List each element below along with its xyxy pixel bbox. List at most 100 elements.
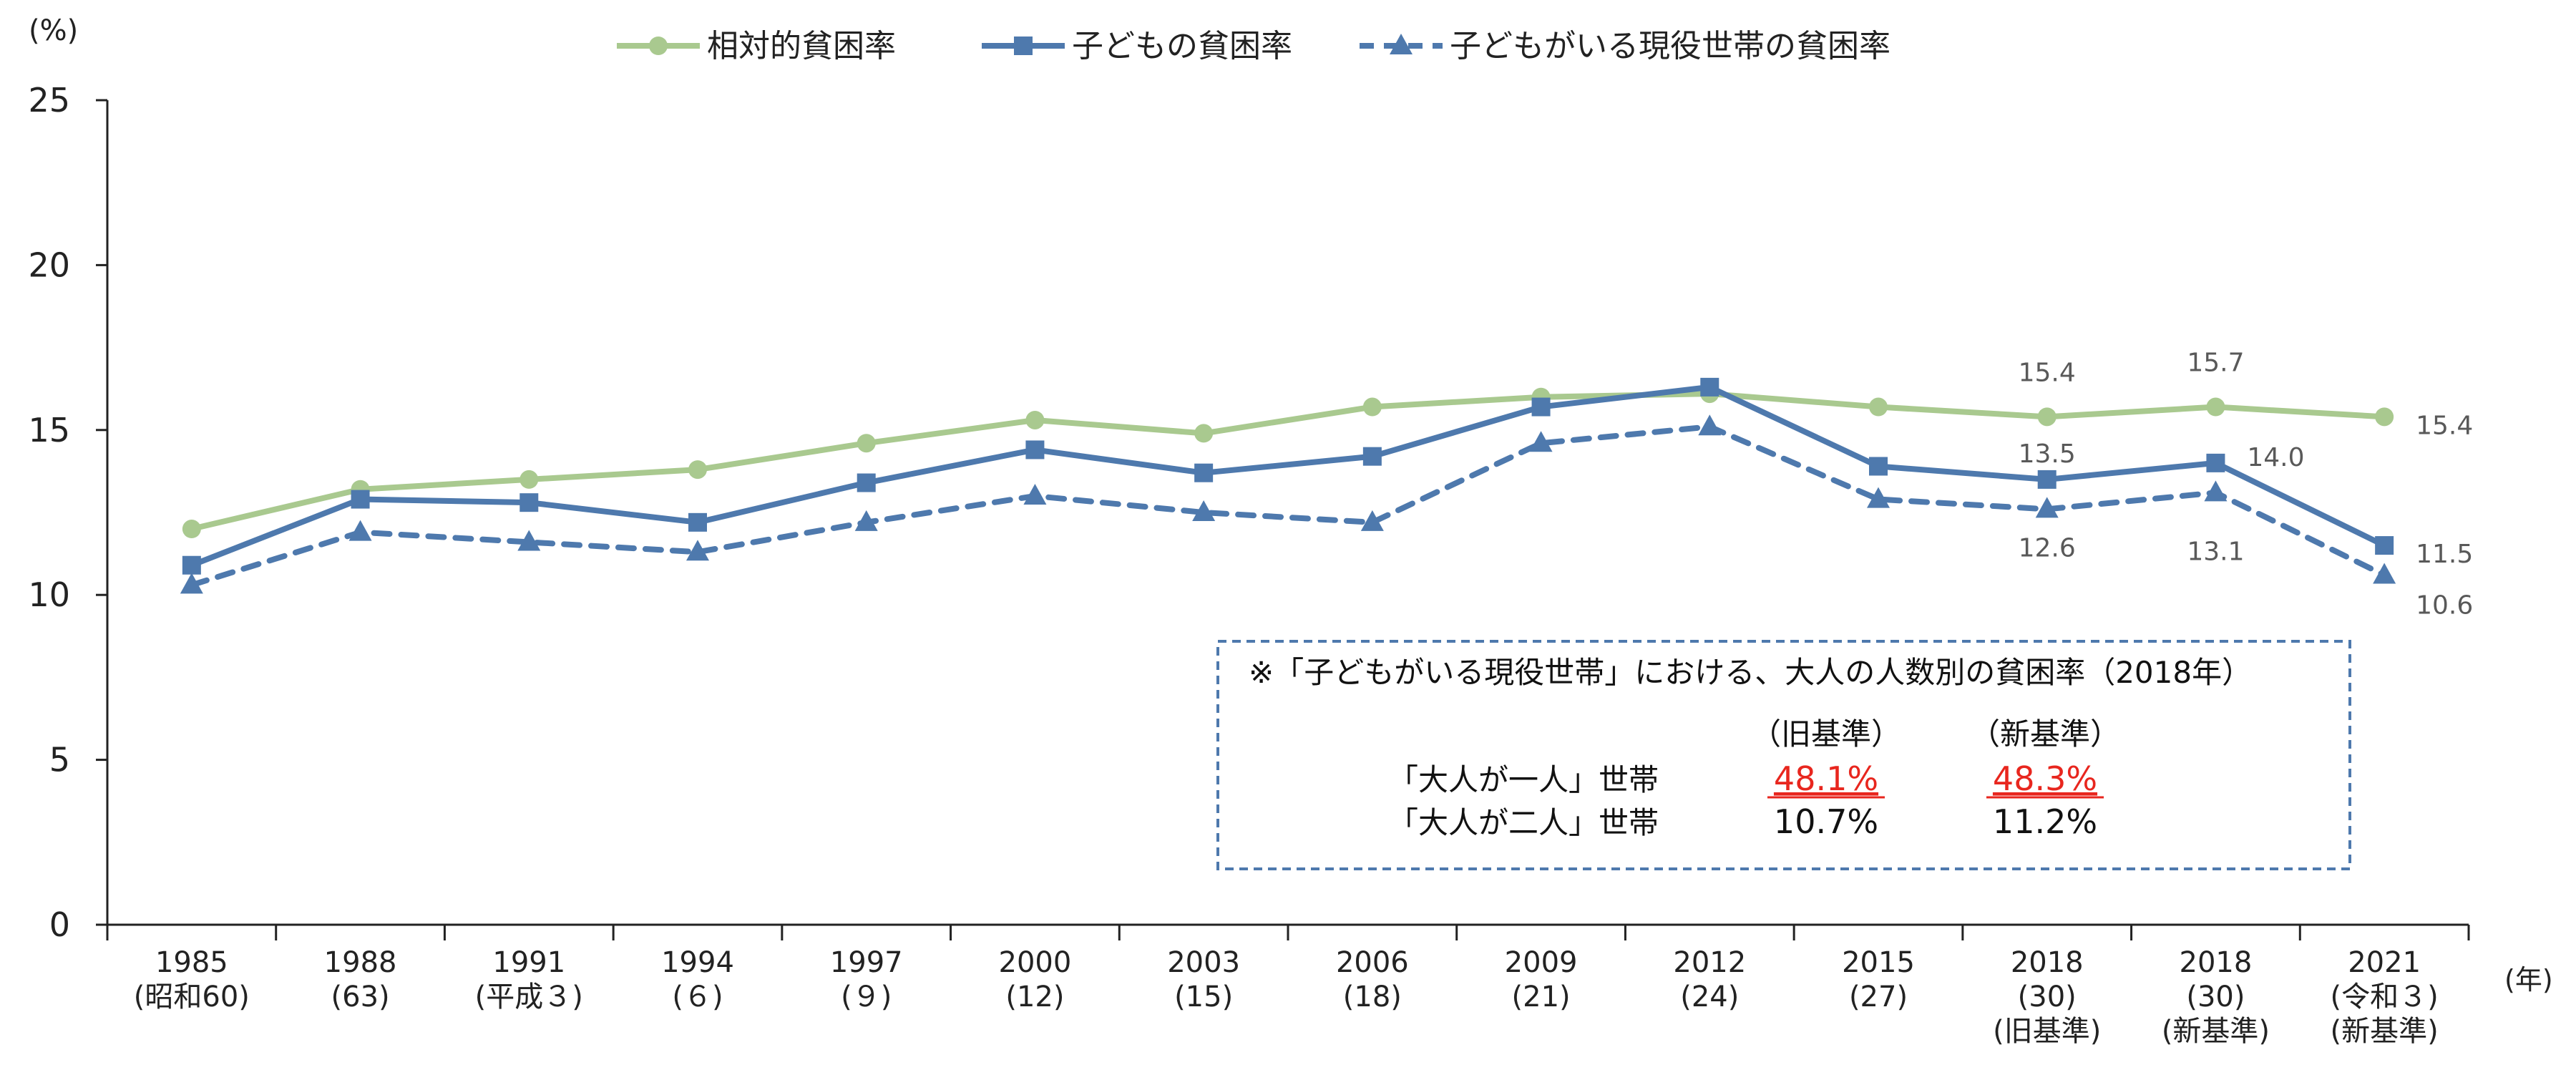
data-point [2037, 407, 2057, 427]
x-tick-label-era: (27) [1849, 981, 1908, 1013]
data-point [688, 512, 707, 532]
x-tick-label-note: (新基準) [2331, 1015, 2439, 1048]
legend-label: 相対的貧困率 [707, 28, 896, 64]
data-point [2206, 453, 2225, 472]
x-tick-label-era: (６) [672, 981, 723, 1013]
legend: 相対的貧困率 子どもの貧困率 子どもがいる現役世帯の貧困率 [617, 28, 1890, 64]
x-tick-label-era: (24) [1680, 981, 1739, 1013]
legend-item-2: 子どもの貧困率 [982, 28, 1292, 64]
series-2: 13.5 14.0 11.5 [182, 377, 2473, 575]
x-tick-label-year: 2000 [999, 946, 1072, 979]
legend-label: 子どもの貧困率 [1072, 28, 1292, 64]
y-tick-label: 15 [28, 411, 70, 449]
data-point [1362, 447, 1382, 466]
x-tick-label-note: (旧基準) [1993, 1015, 2101, 1048]
data-point [1531, 397, 1551, 417]
data-point [1698, 414, 1722, 436]
data-label: 13.5 [2019, 439, 2076, 469]
data-point [1867, 487, 1890, 508]
x-axis-unit-label: (年) [2504, 964, 2553, 996]
x-tick-label-year: 2012 [1673, 946, 1746, 979]
x-tick-label-era: (63) [331, 981, 390, 1013]
data-point [2373, 563, 2396, 584]
note-row2-new-value: 11.2% [1993, 802, 2097, 841]
data-point [857, 473, 876, 492]
y-tick-label: 5 [49, 741, 70, 779]
data-point [686, 540, 709, 561]
series-line [188, 391, 2388, 532]
note-box-border [1216, 640, 2351, 870]
x-tick-label-year: 1997 [830, 946, 903, 979]
x-tick-label-era: (令和３) [2331, 981, 2439, 1013]
note-row1-old-value: 48.1% [1774, 759, 1878, 798]
data-point [519, 493, 539, 512]
data-point [1194, 463, 1214, 482]
data-point [2204, 480, 2228, 502]
data-label: 13.1 [2187, 537, 2244, 566]
data-label: 14.0 [2247, 443, 2304, 472]
series-3: 12.6 13.1 10.6 [180, 414, 2473, 621]
legend-item-1: 相対的貧困率 [617, 28, 896, 64]
data-point [2375, 407, 2394, 427]
data-point [351, 490, 370, 509]
note-row2-old-value: 10.7% [1774, 802, 1878, 841]
x-tick-label-era: (18) [1343, 981, 1402, 1013]
data-point [1360, 510, 1384, 531]
x-tick-label-era: (昭和60) [134, 981, 250, 1013]
x-tick-label-year: 1994 [661, 946, 734, 979]
data-point [2375, 536, 2394, 555]
x-tick-label-era: (９) [841, 981, 892, 1013]
series-layer: 15.4 15.7 15.4 13.5 14.0 11.5 12.6 13.1 10.6 [180, 349, 2473, 621]
data-point [1529, 431, 1553, 452]
data-label: 10.6 [2416, 591, 2473, 621]
note-col-new-header: （新基準） [1970, 716, 2120, 752]
data-point [348, 520, 372, 541]
y-tick-label: 0 [49, 905, 70, 944]
x-tick-label-year: 1988 [324, 946, 397, 979]
data-point [180, 573, 203, 594]
x-tick-label-year: 1991 [492, 946, 565, 979]
x-tick-label-year: 2018 [2180, 946, 2253, 979]
data-point [1869, 397, 1888, 417]
data-label: 11.5 [2416, 540, 2473, 569]
data-point [857, 434, 876, 453]
data-point [1023, 483, 1047, 505]
data-label: 15.4 [2416, 411, 2473, 440]
data-point [2037, 470, 2057, 489]
x-tick-label-year: 2003 [1167, 946, 1240, 979]
data-point [688, 460, 707, 480]
legend-label: 子どもがいる現役世帯の貧困率 [1450, 28, 1890, 64]
note-col-old-header: （旧基準） [1751, 716, 1901, 752]
data-point [182, 520, 201, 539]
x-tick-label-year: 1985 [155, 946, 228, 979]
axes: 0 5 10 15 20 25 1985(昭和60) 1988(63) 1991(平成３) 199… [28, 81, 2470, 1048]
x-tick-label-year: 2018 [2011, 946, 2084, 979]
note-box: ※「子どもがいる現役世帯」における、大人の人数別の貧困率（2018年） （旧基準… [1216, 640, 2351, 870]
series-line [188, 384, 2388, 568]
data-point [519, 470, 539, 489]
note-row1-new-value: 48.3% [1993, 759, 2097, 798]
x-tick-label-note: (新基準) [2162, 1015, 2270, 1048]
note-box-title: ※「子どもがいる現役世帯」における、大人の人数別の貧困率（2018年） [1249, 655, 2252, 690]
y-tick-label: 10 [28, 575, 70, 614]
x-tick-label-era: (12) [1005, 981, 1064, 1013]
data-point [2035, 497, 2059, 518]
legend-marker [649, 37, 668, 55]
data-point [1700, 377, 1719, 397]
x-tick-label-era: (21) [1512, 981, 1571, 1013]
data-point [1025, 440, 1045, 459]
data-label: 12.6 [2019, 533, 2076, 563]
x-tick-label-era: (30) [2018, 981, 2077, 1013]
data-point [1192, 500, 1216, 521]
y-axis-unit-label: (%) [29, 14, 78, 47]
legend-marker [1014, 37, 1033, 55]
data-point [1194, 424, 1214, 443]
x-tick-label-year: 2021 [2348, 946, 2421, 979]
legend-marker [1390, 34, 1413, 54]
data-point [1362, 397, 1382, 417]
legend-item-3: 子どもがいる現役世帯の貧困率 [1360, 28, 1890, 64]
data-point [182, 555, 201, 575]
x-tick-label-year: 2015 [1842, 946, 1915, 979]
y-tick-label: 20 [28, 245, 70, 284]
